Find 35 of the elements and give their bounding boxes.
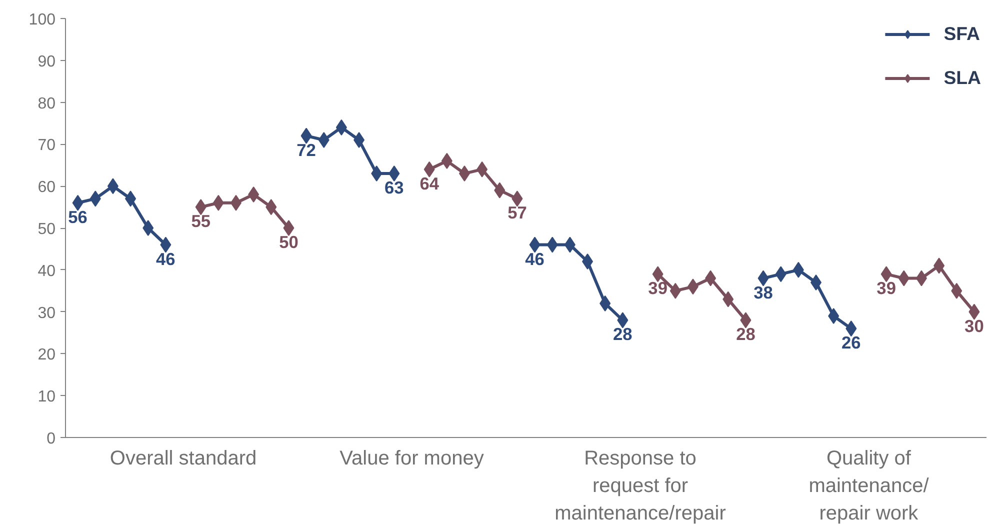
y-tick-label: 90 [38, 53, 56, 70]
y-tick-label: 70 [38, 137, 56, 154]
y-tick-label: 40 [38, 262, 56, 280]
data-label: 28 [613, 324, 633, 344]
y-tick-label: 80 [38, 95, 56, 112]
y-tick-label: 100 [28, 12, 56, 28]
data-label: 57 [508, 202, 527, 223]
data-label: 46 [156, 248, 176, 269]
y-tick-label: 30 [38, 304, 56, 322]
data-label: 39 [876, 278, 896, 298]
data-label: 63 [384, 178, 404, 198]
y-tick-label: 20 [38, 346, 56, 364]
legend-label: SLA [944, 67, 981, 89]
data-label: 55 [191, 211, 211, 232]
point [142, 220, 154, 236]
data-label: 39 [648, 278, 668, 298]
data-label: 28 [736, 324, 756, 344]
data-label: 72 [296, 140, 316, 160]
legend-label: SFA [944, 23, 980, 45]
data-label: 30 [964, 316, 984, 336]
x-tick-label: Value for money [340, 448, 484, 470]
y-tick-label: 10 [38, 388, 56, 406]
y-tick-label: 60 [38, 179, 56, 196]
point [283, 220, 294, 236]
data-label: 38 [754, 282, 774, 302]
y-tick-label: 0 [46, 430, 56, 448]
data-label: 46 [525, 248, 545, 269]
data-label: 26 [842, 332, 862, 353]
data-label: 56 [68, 206, 88, 227]
y-tick-label: 50 [38, 221, 56, 238]
x-tick-label: Quality of maintenance/ repair work [808, 448, 930, 524]
x-tick-label: Overall standard [110, 448, 257, 470]
data-label: 64 [420, 173, 440, 194]
data-label: 50 [279, 232, 298, 252]
x-tick-label: Response to request for maintenance/repair [554, 448, 726, 524]
